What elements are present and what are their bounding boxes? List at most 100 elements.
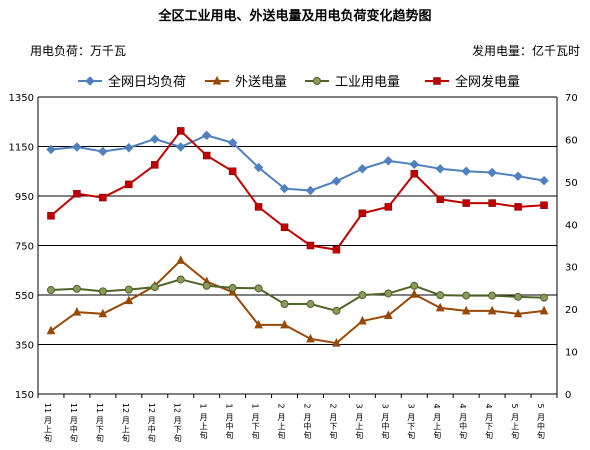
y-right-tick-label: 10	[565, 348, 578, 359]
x-tick-label-part: 月	[485, 413, 493, 422]
x-tick-label: 4 月下旬	[484, 403, 493, 440]
data-point	[433, 77, 441, 85]
x-tick-label: 11 月上旬	[43, 403, 52, 443]
x-tick-label-part: 上	[433, 422, 441, 431]
x-tick-label-part: 月	[537, 413, 545, 422]
x-tick-label: 3 月上旬	[354, 403, 363, 440]
x-tick-label-part: 2	[328, 403, 337, 408]
data-point	[540, 201, 548, 209]
data-point	[461, 305, 471, 315]
x-tick-label-part: 上	[278, 422, 286, 431]
x-tick-label-part: 月	[407, 413, 415, 422]
data-point	[176, 142, 186, 152]
data-point	[409, 159, 419, 170]
x-tick-label-part: 12	[121, 403, 130, 413]
legend-label: 全网日均负荷	[108, 74, 186, 90]
x-tick-label: 5 月上旬	[510, 403, 519, 440]
data-point	[125, 180, 133, 189]
data-point	[98, 308, 108, 318]
data-point	[410, 170, 419, 178]
x-tick-label: 1 月上旬	[199, 403, 208, 440]
data-point	[202, 151, 211, 160]
series-line	[50, 129, 545, 251]
x-tick-label-part: 旬	[537, 430, 545, 440]
x-tick-label-part: 4	[484, 403, 493, 408]
x-tick-label-part: 中	[459, 421, 467, 431]
data-point	[488, 291, 497, 300]
data-point	[358, 315, 367, 325]
data-point	[513, 171, 523, 181]
x-tick-label-part: 上	[122, 425, 130, 434]
x-tick-label-part: 5	[510, 403, 519, 408]
x-tick-label-part: 旬	[329, 430, 337, 440]
data-point	[85, 76, 95, 86]
x-tick-label-part: 月	[96, 416, 104, 425]
x-tick-label-part: 月	[174, 416, 182, 425]
x-tick-label: 2 月下旬	[328, 403, 337, 440]
data-point	[176, 275, 185, 284]
data-point	[228, 283, 237, 292]
data-point	[124, 143, 134, 153]
data-point	[201, 130, 212, 141]
x-tick-label-part: 下	[407, 422, 415, 431]
x-tick-label-part: 4	[432, 403, 441, 408]
x-tick-label-part: 中	[537, 421, 545, 431]
y-left-tick-label: 950	[15, 192, 34, 203]
x-tick-label-part: 中	[70, 424, 78, 434]
x-tick-label-part: 旬	[70, 433, 78, 443]
x-tick-label-part: 5	[536, 403, 545, 408]
y-left-tick-label: 750	[15, 242, 34, 253]
x-tick-label-part: 中	[226, 421, 234, 431]
data-point	[280, 300, 289, 309]
data-point	[539, 305, 549, 315]
data-point	[383, 156, 394, 166]
data-point	[384, 289, 393, 298]
data-point	[254, 284, 263, 293]
data-point	[254, 203, 263, 211]
x-tick-label-part: 12	[147, 403, 156, 413]
data-point	[358, 209, 367, 218]
data-point	[212, 75, 222, 85]
legend-label: 工业用电量	[335, 75, 400, 90]
y-right-tick-label: 0	[565, 390, 571, 401]
x-tick-label-part: 月	[433, 413, 441, 422]
x-tick-label: 11 月中旬	[69, 403, 78, 443]
data-point	[176, 127, 185, 135]
x-tick-label: 4 月中旬	[458, 403, 467, 440]
data-point	[150, 134, 160, 144]
data-point	[228, 167, 237, 175]
x-tick-label-part: 上	[44, 425, 52, 434]
data-point	[436, 291, 445, 300]
y-right-tick-label: 30	[565, 263, 578, 274]
x-tick-label-part: 月	[355, 413, 363, 422]
x-tick-label-part: 旬	[96, 433, 104, 443]
data-point	[279, 183, 290, 194]
data-point	[436, 195, 444, 204]
x-tick-label-part: 上	[200, 422, 208, 431]
x-tick-label-part: 旬	[44, 433, 52, 443]
chart-title: 全区工业用电、外送电量及用电负荷变化趋势图	[157, 8, 431, 24]
x-tick-label-part: 上	[355, 422, 363, 431]
x-tick-label-part: 下	[252, 422, 260, 431]
data-point	[124, 285, 133, 294]
data-point	[202, 281, 211, 290]
x-tick-label-part: 旬	[381, 430, 389, 440]
x-tick-label: 3 月中旬	[380, 403, 389, 440]
data-point	[306, 300, 315, 309]
x-tick-label-part: 旬	[303, 430, 311, 440]
x-tick-label-part: 旬	[200, 430, 208, 440]
data-point	[253, 162, 264, 173]
x-tick-label-part: 11	[43, 403, 52, 413]
y-right-tick-label: 40	[565, 220, 578, 231]
x-tick-label-part: 中	[381, 421, 389, 431]
x-tick-label-part: 下	[329, 422, 337, 431]
data-point	[305, 185, 316, 196]
data-point	[98, 287, 107, 296]
x-tick-label-part: 下	[485, 422, 493, 431]
data-point	[72, 306, 82, 316]
x-tick-label-part: 月	[44, 416, 52, 425]
data-point	[72, 284, 81, 293]
data-point	[306, 241, 315, 250]
data-point	[46, 286, 55, 295]
data-point	[124, 295, 134, 305]
